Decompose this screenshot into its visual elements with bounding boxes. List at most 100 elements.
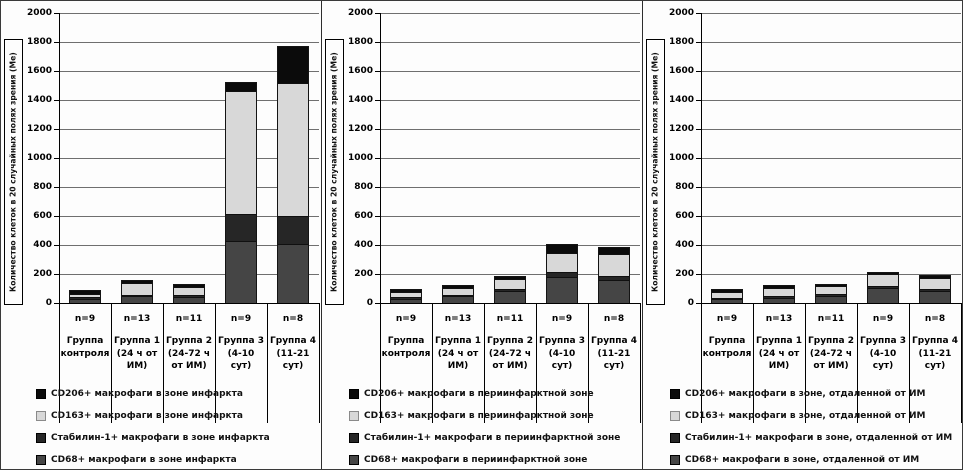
- y-axis-line: [701, 13, 702, 303]
- y-tick-mark: [696, 13, 701, 14]
- legend-swatch-cd206: [36, 389, 46, 399]
- category-label: Группа 1 (24 ч от ИМ): [756, 336, 802, 371]
- y-tick-label: 1200: [668, 124, 694, 134]
- gridline: [380, 245, 640, 246]
- gridline: [380, 216, 640, 217]
- bar-segment-stabilin: [764, 296, 794, 298]
- y-tick-label: 400: [675, 240, 694, 250]
- legend-swatch-stabilin: [670, 433, 680, 443]
- stacked-bar: [225, 81, 257, 305]
- gridline: [701, 274, 961, 275]
- y-tick-label: 200: [354, 269, 373, 279]
- bar-segment-cd68: [816, 295, 846, 304]
- category-separator: [536, 303, 537, 423]
- y-tick-mark: [54, 71, 59, 72]
- y-tick-mark: [375, 187, 380, 188]
- y-axis-title: Количество клеток в 20 случайных полях з…: [646, 39, 665, 305]
- bar-segment-cd206: [122, 280, 152, 284]
- legend-label: CD206+ макрофаги в зоне, отдаленной от И…: [685, 389, 926, 399]
- bar-segment-cd163: [816, 286, 846, 295]
- stacked-bar: [867, 271, 899, 305]
- legend-item: CD68+ макрофаги в зоне, отдаленной от ИМ: [670, 455, 952, 465]
- bar-segment-cd206: [712, 290, 742, 292]
- y-tick-mark: [696, 303, 701, 304]
- bar-segment-cd163: [226, 91, 256, 214]
- gridline: [59, 187, 319, 188]
- y-tick-label: 800: [33, 182, 52, 192]
- category-separator: [961, 303, 962, 423]
- bar-segment-cd68: [920, 290, 950, 304]
- y-tick-label: 800: [675, 182, 694, 192]
- gridline: [380, 129, 640, 130]
- y-axis-line: [59, 13, 60, 303]
- stacked-bar: [711, 289, 743, 304]
- category-separator: [805, 303, 806, 423]
- bar-segment-stabilin: [712, 297, 742, 299]
- category-n-label: n=11: [175, 314, 203, 324]
- gridline: [701, 100, 961, 101]
- y-tick-mark: [54, 245, 59, 246]
- gridline: [380, 187, 640, 188]
- y-tick-label: 600: [33, 211, 52, 221]
- legend-label: Стабилин-1+ макрофаги в зоне инфаркта: [51, 433, 270, 443]
- category-n-label: n=9: [872, 314, 894, 324]
- category-separator: [267, 303, 268, 423]
- bar-segment-cd206: [495, 276, 525, 279]
- category-label: Группа 3 (4-10 сут): [539, 336, 585, 371]
- category-label: Группа 2 (24-72 ч от ИМ): [487, 336, 533, 371]
- y-tick-mark: [375, 42, 380, 43]
- category-separator: [319, 303, 320, 423]
- category-label: Группа 2 (24-72 ч от ИМ): [808, 336, 854, 371]
- gridline: [59, 100, 319, 101]
- gridline: [59, 129, 319, 130]
- bar-segment-cd68: [391, 298, 421, 304]
- stacked-bar: [442, 284, 474, 305]
- y-tick-mark: [696, 71, 701, 72]
- category-separator: [59, 303, 60, 423]
- y-tick-label: 1200: [347, 124, 373, 134]
- legend-swatch-cd68: [670, 455, 680, 465]
- bar-segment-cd206: [443, 285, 473, 288]
- y-tick-mark: [375, 71, 380, 72]
- category-n-label: n=9: [716, 314, 738, 324]
- y-tick-mark: [375, 158, 380, 159]
- category-n-label: n=8: [603, 314, 625, 324]
- legend-swatch-cd68: [36, 455, 46, 465]
- category-separator: [909, 303, 910, 423]
- bar-segment-cd163: [443, 287, 473, 295]
- category-n-label: n=13: [444, 314, 472, 324]
- bar-segment-stabilin: [443, 294, 473, 297]
- stacked-bar: [121, 279, 153, 304]
- gridline: [380, 158, 640, 159]
- legend-item: CD163+ макрофаги в зоне инфаркта: [36, 411, 270, 421]
- legend-label: CD68+ макрофаги в зоне инфаркта: [51, 455, 237, 465]
- bar-segment-stabilin: [278, 216, 308, 244]
- bar-segment-cd163: [391, 291, 421, 298]
- bar-segment-stabilin: [226, 213, 256, 242]
- y-axis-line: [380, 13, 381, 303]
- category-label: Группа 3 (4-10 сут): [218, 336, 264, 371]
- y-tick-label: 1600: [347, 66, 373, 76]
- gridline: [380, 13, 640, 14]
- bar-segment-cd68: [174, 297, 204, 303]
- stacked-bar: [815, 283, 847, 305]
- bar-segment-cd163: [868, 274, 898, 286]
- bar-segment-cd68: [443, 296, 473, 303]
- bar-segment-stabilin: [391, 297, 421, 299]
- y-tick-mark: [696, 42, 701, 43]
- gridline: [59, 71, 319, 72]
- legend: CD206+ макрофаги в зоне, отдаленной от И…: [670, 389, 952, 465]
- y-tick-label: 1600: [668, 66, 694, 76]
- y-tick-label: 1800: [668, 37, 694, 47]
- category-separator: [484, 303, 485, 423]
- y-tick-mark: [54, 158, 59, 159]
- legend-item: Стабилин-1+ макрофаги в зоне инфаркта: [36, 433, 270, 443]
- gridline: [701, 129, 961, 130]
- bar-segment-cd206: [920, 275, 950, 278]
- y-tick-mark: [54, 274, 59, 275]
- chart-panel-periinfarct-zone: Количество клеток в 20 случайных полях з…: [321, 1, 642, 469]
- bar-segment-stabilin: [599, 276, 629, 280]
- y-tick-label: 1400: [347, 95, 373, 105]
- legend-label: CD163+ макрофаги в зоне, отдаленной от И…: [685, 411, 926, 421]
- category-n-label: n=8: [924, 314, 946, 324]
